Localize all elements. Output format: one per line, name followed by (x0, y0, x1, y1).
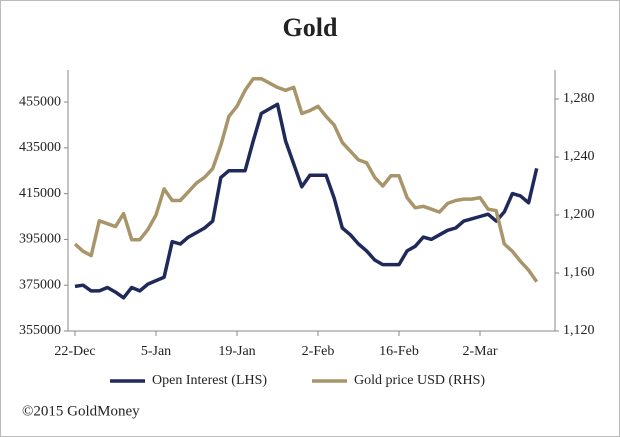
x-tick-label: 19-Jan (218, 344, 255, 359)
series-line (74, 102, 539, 300)
x-tick-label: 2-Mar (463, 344, 498, 359)
chart-title: Gold (283, 13, 338, 42)
y2-tick-label: 1,160 (563, 265, 595, 280)
x-tick-label: 22-Dec (54, 344, 95, 359)
x-tick-label: 2-Feb (302, 344, 335, 359)
source-note: ©2015 GoldMoney (22, 403, 140, 419)
y-tick-label: 355000 (19, 323, 61, 338)
y2-tick-label: 1,240 (563, 149, 595, 164)
y2-tick-label: 1,200 (563, 207, 595, 222)
y-tick-label: 415000 (19, 186, 61, 201)
x-tick-label: 16-Feb (379, 344, 419, 359)
x-tick-label: 5-Jan (141, 344, 171, 359)
y-tick-label: 455000 (19, 94, 61, 109)
y-tick-label: 375000 (19, 277, 61, 292)
y-tick-label: 435000 (19, 140, 61, 155)
legend-label: Gold price USD (RHS) (354, 373, 485, 388)
y-tick-label: 395000 (19, 232, 61, 247)
y2-tick-label: 1,120 (563, 323, 595, 338)
y2-tick-label: 1,280 (563, 91, 595, 106)
legend-label: Open Interest (LHS) (152, 373, 267, 388)
series-line (73, 76, 539, 283)
